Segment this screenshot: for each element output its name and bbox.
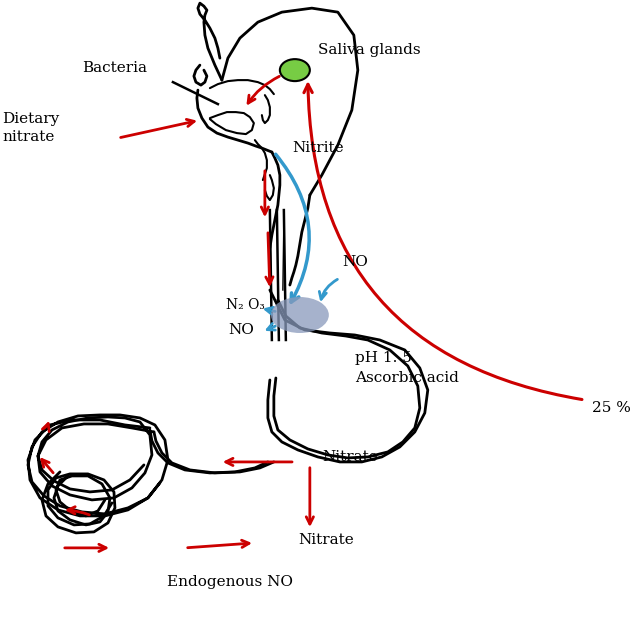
Text: pH 1. 5: pH 1. 5 — [355, 351, 412, 365]
Ellipse shape — [280, 59, 310, 81]
Text: Dietary
nitrate: Dietary nitrate — [2, 113, 60, 144]
Text: Endogenous NO: Endogenous NO — [167, 575, 293, 589]
Text: 25 %: 25 % — [592, 401, 630, 415]
Text: Nitrate: Nitrate — [298, 533, 354, 547]
Text: Ascorbic acid: Ascorbic acid — [355, 371, 459, 385]
Text: Saliva glands: Saliva glands — [318, 43, 420, 57]
Text: Nitrite: Nitrite — [292, 141, 344, 155]
Text: Bacteria: Bacteria — [82, 61, 147, 75]
Text: Nitrate: Nitrate — [322, 450, 378, 464]
Ellipse shape — [271, 297, 329, 333]
Text: NO: NO — [228, 323, 254, 337]
Text: NO: NO — [342, 255, 368, 269]
Text: N₂ O₃: N₂ O₃ — [226, 298, 265, 312]
